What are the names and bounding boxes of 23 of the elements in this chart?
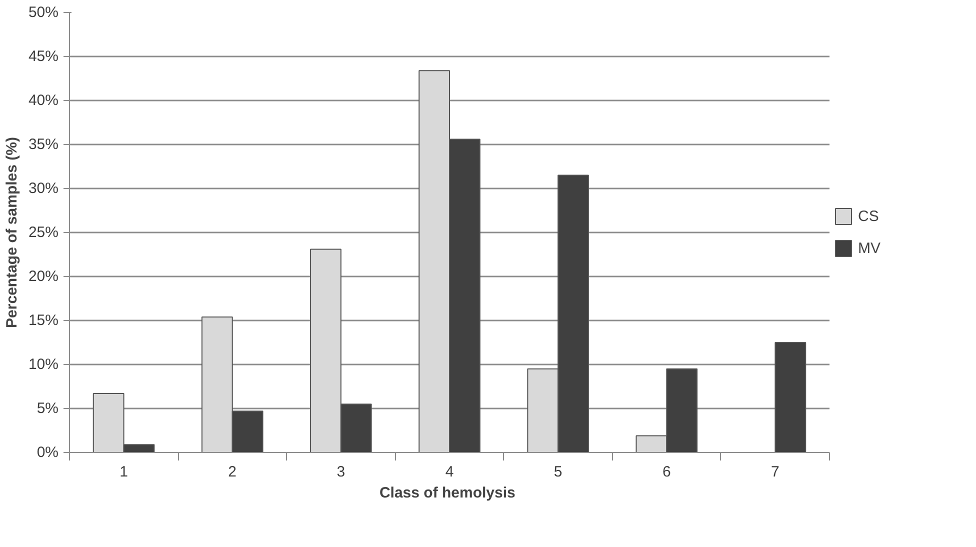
y-tick-label: 0% — [36, 444, 59, 461]
y-tick-label: 5% — [36, 400, 59, 417]
y-tick-label: 10% — [28, 356, 59, 373]
y-tick-label: 50% — [28, 4, 59, 21]
y-tick-label: 30% — [28, 180, 59, 197]
y-tick-label: 25% — [28, 224, 59, 241]
x-axis-title: Class of hemolysis — [379, 484, 516, 502]
bar — [774, 342, 806, 452]
x-tick-label: 5 — [554, 464, 562, 480]
y-tick-label: 15% — [28, 312, 59, 329]
x-tick-label: 7 — [771, 464, 780, 480]
y-axis-title: Percentage of samples (%) — [3, 137, 20, 328]
x-tick-label: 6 — [662, 464, 671, 480]
legend-label: MV — [858, 240, 880, 256]
y-tick-label: 35% — [28, 136, 59, 153]
x-tick-label: 2 — [228, 464, 237, 480]
x-tick-label: 3 — [336, 464, 346, 480]
x-tick-label: 4 — [445, 464, 454, 480]
legend-label: CS — [858, 208, 879, 224]
y-tick-label: 40% — [28, 92, 59, 109]
y-tick-label: 20% — [28, 268, 59, 285]
x-tick-label: 1 — [120, 464, 128, 480]
y-tick-label: 45% — [28, 48, 59, 65]
